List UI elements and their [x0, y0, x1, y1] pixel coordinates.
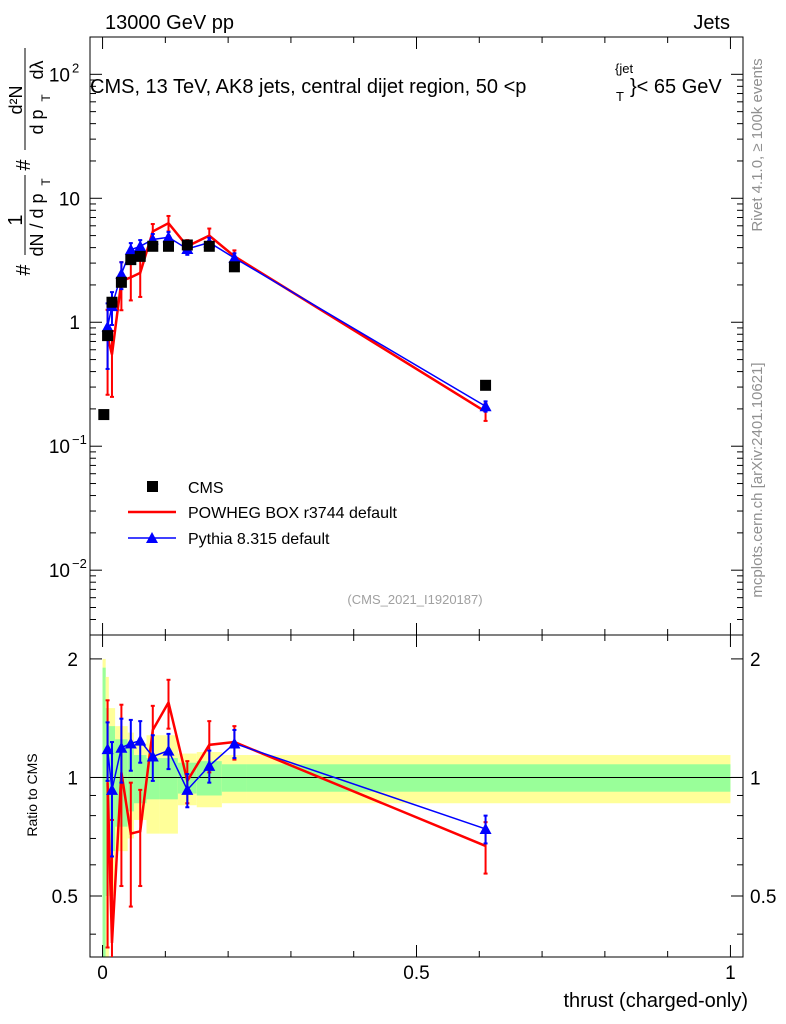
- band-inner-5: [133, 755, 147, 804]
- cms-data-point: [98, 409, 110, 421]
- main-y-tick-label: 10: [49, 561, 70, 582]
- legend-marker-pythia: [146, 532, 158, 543]
- plot-title-sup: {jet: [615, 61, 633, 76]
- band-inner-10: [221, 764, 247, 792]
- y-label-prefix-sub: T: [39, 178, 53, 186]
- legend-label-pythia: Pythia 8.315 default: [188, 531, 330, 548]
- cms-data-point: [480, 379, 492, 391]
- mcplots-label: mcplots.cern.ch [arXiv:2401.10621]: [749, 362, 766, 597]
- y-label-den: d p: [27, 109, 47, 134]
- x-tick-label: 0.5: [403, 963, 429, 984]
- pythia-main-point: [115, 268, 128, 280]
- cms-data-point: [125, 254, 137, 266]
- pythia-main-point: [134, 240, 147, 252]
- legend: CMS POWHEG BOX r3744 default Pythia 8.31…: [128, 480, 398, 548]
- pythia-main-point: [479, 400, 492, 412]
- plot-title-end: }< 65 GeV: [630, 76, 722, 98]
- cms-data-point: [203, 240, 215, 252]
- band-inner-4: [127, 749, 134, 812]
- main-panel: [98, 214, 492, 422]
- cms-data-point: [228, 261, 240, 273]
- ratio-y-tick-label-right: 1: [750, 768, 761, 789]
- pythia-ratio-point: [479, 822, 492, 834]
- pythia-ratio-point: [115, 741, 128, 753]
- pythia-ratio-point: [101, 743, 114, 755]
- y-label-den-sub: T: [39, 94, 53, 102]
- main-y-tick-exp: −2: [72, 556, 87, 571]
- ratio-y-tick-label: 0.5: [52, 887, 78, 908]
- ratio-y-tick-label-right: 2: [750, 650, 761, 671]
- ratio-y-tick-label: 1: [67, 768, 78, 789]
- cms-data-point: [115, 276, 127, 288]
- plot-title-sub: T: [616, 89, 624, 104]
- y-label-den-end: dλ: [27, 60, 47, 79]
- pythia-ratio-point: [134, 734, 147, 746]
- ratio-panel: [90, 678, 743, 957]
- legend-marker-cms: [147, 481, 158, 492]
- ratio-y-tick-label-right: 0.5: [750, 887, 776, 908]
- cms-data-point: [106, 296, 118, 308]
- x-tick-label: 0: [97, 963, 108, 984]
- main-y-tick-label: 10: [49, 65, 70, 86]
- y-label-prefix-den: dN / d p: [27, 193, 47, 256]
- cms-data-point: [102, 330, 114, 342]
- cms-data-point: [134, 250, 146, 262]
- pythia-ratio-point: [162, 744, 175, 756]
- ratio-y-tick-label: 2: [67, 650, 78, 671]
- y-label-prefix: 1: [5, 214, 27, 225]
- legend-label-cms: CMS: [188, 480, 224, 497]
- cms-data-point: [181, 239, 193, 251]
- y-label-hash-2: #: [13, 159, 35, 171]
- rivet-label: Rivet 4.1.0, ≥ 100k events: [749, 58, 766, 231]
- cms-data-point: [147, 240, 159, 252]
- ratio-y-axis-label: Ratio to CMS: [24, 753, 40, 836]
- pythia-main-point: [162, 231, 175, 243]
- uncertainty-band: [102, 658, 731, 957]
- pythia-main-line: [106, 236, 486, 407]
- legend-label-powheg: POWHEG BOX r3744 default: [188, 505, 398, 522]
- main-y-tick-label: 1: [69, 313, 80, 334]
- pythia-main-point: [228, 251, 241, 263]
- main-y-tick-exp: 2: [72, 60, 79, 75]
- energy-label: 13000 GeV pp: [105, 12, 234, 34]
- band-inner-0: [102, 667, 106, 957]
- jets-label: Jets: [693, 12, 730, 34]
- analysis-tag: (CMS_2021_I1920187): [347, 592, 482, 607]
- cms-data-point: [162, 240, 174, 252]
- pythia-ratio-point: [203, 759, 216, 771]
- plot-title-main: CMS, 13 TeV, AK8 jets, central dijet reg…: [90, 76, 526, 98]
- y-label-hash-1: #: [13, 264, 35, 276]
- pythia-ratio-point: [228, 737, 241, 749]
- main-y-axis-label: # 1 dN / d p T # d²N d p T dλ: [5, 48, 53, 276]
- main-y-tick-label: 10: [49, 437, 70, 458]
- band-inner-11: [246, 764, 731, 792]
- pythia-ratio-point: [124, 737, 137, 749]
- x-tick-label: 1: [725, 963, 736, 984]
- main-y-tick-label: 10: [59, 189, 80, 210]
- pythia-main-point: [101, 320, 114, 332]
- x-axis-label: thrust (charged-only): [563, 990, 748, 1012]
- band-inner-7: [159, 758, 178, 800]
- pythia-ratio-point: [181, 783, 194, 795]
- pythia-ratio-point: [146, 750, 159, 762]
- plot-title: CMS, 13 TeV, AK8 jets, central dijet reg…: [90, 76, 526, 98]
- pythia-main-point: [124, 243, 137, 255]
- main-y-tick-exp: −1: [72, 432, 87, 447]
- y-label-numerator: d²N: [6, 85, 26, 114]
- pythia-ratio-point: [105, 783, 118, 795]
